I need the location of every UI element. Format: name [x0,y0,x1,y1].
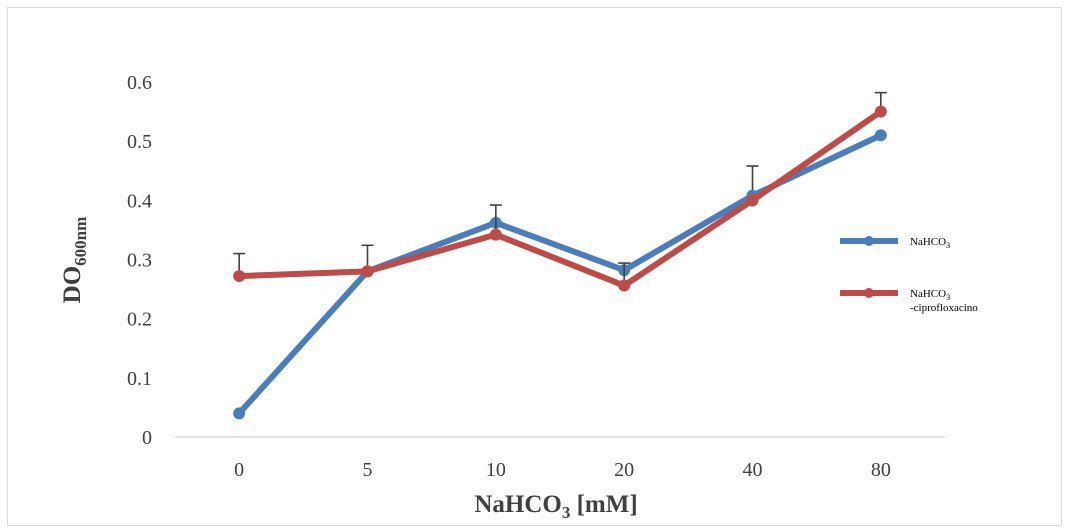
x-axis-title-sub: 3 [562,503,571,522]
series-line [236,108,884,289]
series-2 [233,91,887,292]
x-axis-title: NaHCO3 [mM] [474,491,637,522]
legend-item: NaHCO3 [840,236,950,250]
x-tick-label: 80 [871,459,891,481]
data-point [746,194,759,207]
x-axis-title-main: NaHCO [474,491,562,518]
y-tick-label: 0.4 [127,190,152,212]
legend-label: NaHCO3 [910,288,950,302]
y-tick-label: 0.6 [127,72,152,94]
y-axis-title: DO600nm [59,217,90,304]
data-point [874,129,887,142]
legend-label: NaHCO3 [910,236,950,250]
x-tick-label: 40 [743,459,763,481]
y-axis-title-sub: 600nm [71,217,90,266]
legend-swatch-marker [864,236,874,246]
data-point [874,105,887,118]
chart-frame [7,7,1062,526]
y-axis-title-main: DO [59,266,86,304]
y-tick-labels: 0 0.1 0.2 0.3 0.4 0.5 0.6 [127,72,152,449]
data-point [489,228,502,241]
x-axis-title-tail: [mM] [570,491,637,518]
data-point [233,407,246,420]
y-tick-label: 0.2 [127,309,152,331]
y-tick-label: 0.3 [127,250,152,272]
x-tick-label: 0 [234,459,244,481]
x-tick-labels: 0 5 10 20 40 80 [234,459,891,481]
x-tick-label: 20 [614,459,634,481]
series-layer [233,91,887,420]
x-tick-label: 10 [486,459,506,481]
x-tick-label: 5 [363,459,373,481]
legend-label-line2: -ciprofloxacino [910,302,978,314]
y-tick-label: 0 [142,427,152,449]
y-tick-label: 0.1 [127,368,152,390]
y-tick-label: 0.5 [127,131,152,153]
legend-item: NaHCO3-ciprofloxacino [840,288,978,314]
legend-swatch-marker [864,288,874,298]
data-point [618,279,631,292]
data-point [233,270,246,283]
data-point [361,265,374,278]
